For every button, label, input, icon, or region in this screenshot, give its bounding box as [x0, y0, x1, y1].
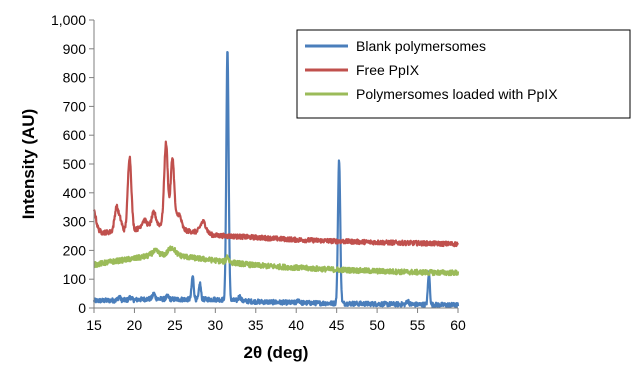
x-tick-label: 40 [288, 317, 304, 333]
x-tick-label: 50 [369, 317, 385, 333]
y-ticks: 0 100 200 300 400 500 600 700 800 900 1,000 [51, 12, 94, 316]
legend-label: Free PpIX [356, 62, 420, 78]
x-tick-label: 30 [208, 317, 224, 333]
series-line-2 [92, 140, 459, 248]
series-line-3 [93, 245, 460, 277]
x-tick-label: 35 [248, 317, 264, 333]
legend-box [296, 29, 631, 119]
y-tick-label: 800 [63, 70, 87, 86]
y-tick-label: 400 [63, 185, 87, 201]
x-ticks: 15 20 25 30 35 40 45 50 55 60 [86, 308, 466, 333]
series-lines [92, 50, 460, 309]
x-tick-label: 20 [127, 317, 143, 333]
y-tick-label: 600 [63, 127, 87, 143]
legend-label: Blank polymersomes [356, 38, 486, 54]
legend: Blank polymersomes Free PpIX Polymersomes … [296, 29, 631, 119]
x-tick-label: 45 [329, 317, 345, 333]
y-tick-label: 100 [63, 271, 87, 287]
x-tick-label: 25 [167, 317, 183, 333]
y-axis-title: Intensity (AU) [19, 109, 38, 220]
y-tick-label: 700 [63, 98, 87, 114]
y-tick-label: 0 [78, 300, 86, 316]
x-axis-title: 2θ (deg) [244, 343, 309, 362]
y-tick-label: 900 [63, 41, 87, 57]
legend-label: Polymersomes loaded with PpIX [356, 86, 558, 102]
y-tick-label: 1,000 [51, 12, 86, 28]
series-line-1 [92, 50, 460, 309]
y-tick-label: 200 [63, 242, 87, 258]
x-tick-label: 60 [450, 317, 466, 333]
x-tick-label: 55 [410, 317, 426, 333]
x-tick-label: 15 [86, 317, 102, 333]
y-tick-label: 500 [63, 156, 87, 172]
y-tick-label: 300 [63, 214, 87, 230]
